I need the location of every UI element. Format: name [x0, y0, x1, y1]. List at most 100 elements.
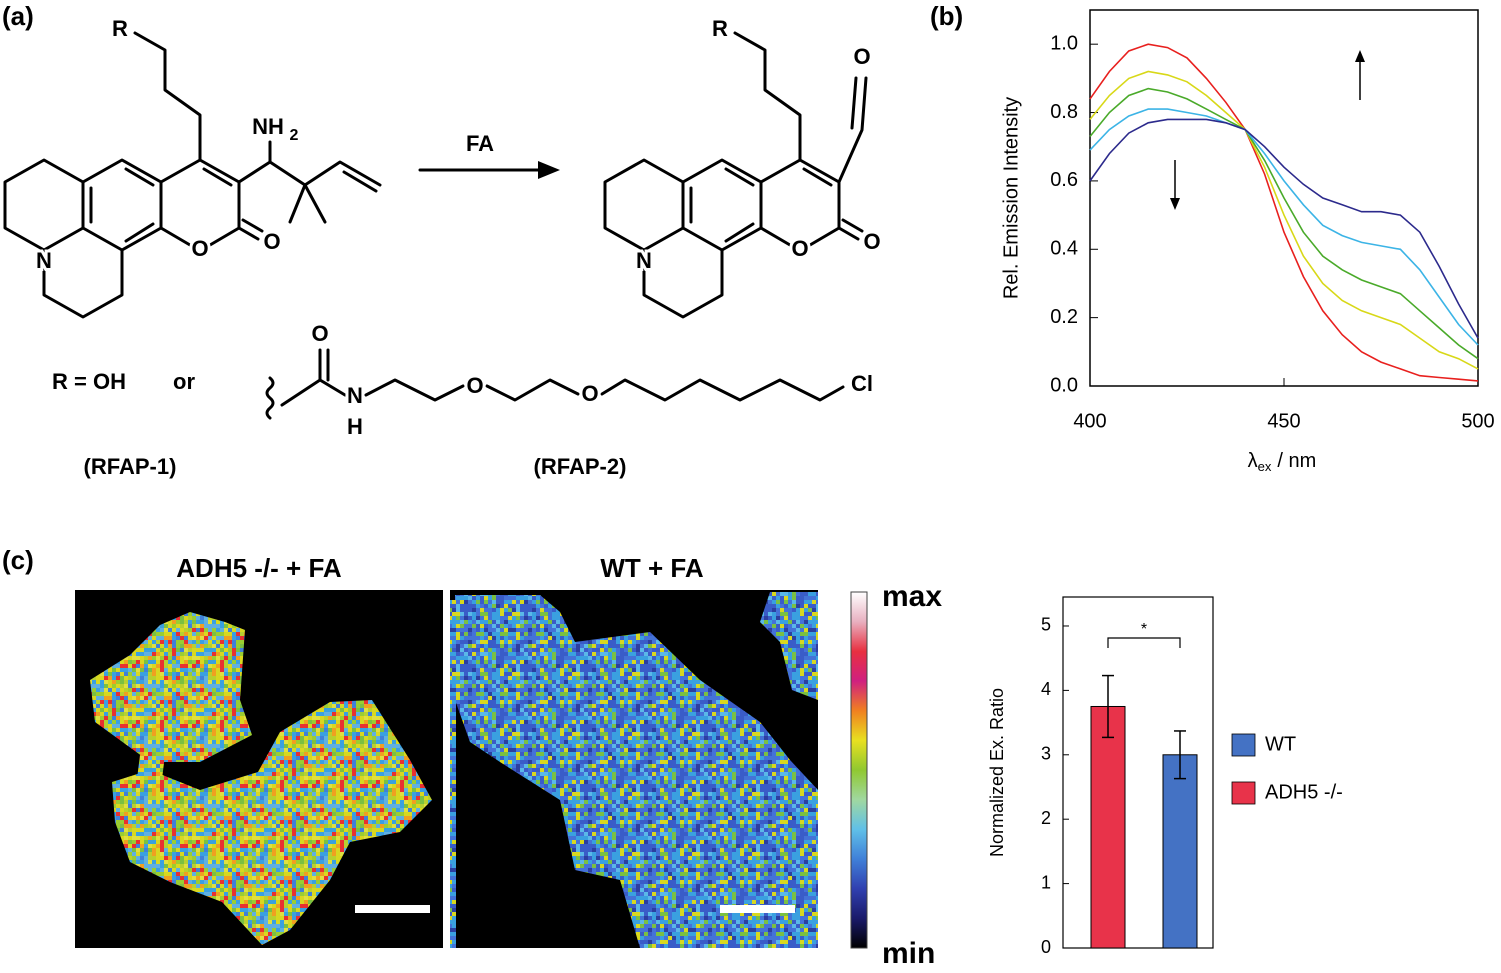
x-tick-label: 450 [1267, 410, 1300, 432]
probe-name: (RFAP-1) [84, 454, 177, 479]
bond [850, 76, 858, 130]
atom-label: O [311, 321, 328, 346]
bond [837, 226, 860, 241]
bond [159, 158, 241, 247]
conjunction: or [173, 369, 195, 394]
x-axis-label-part: ex [1258, 459, 1272, 474]
line-series [1089, 43, 1479, 382]
y-tick-label: 0.8 [1050, 101, 1078, 123]
colorbar [850, 591, 868, 949]
panel-label: (b) [930, 1, 963, 31]
x-axis-label: λex / nm [1248, 450, 1317, 474]
panel-label: (a) [2, 1, 34, 31]
y-tick-label: 1 [1041, 872, 1051, 892]
legend-swatch [1231, 781, 1256, 805]
atom-label: N [36, 248, 52, 273]
bond [303, 160, 382, 187]
bond [237, 226, 260, 241]
atom-label: NH [252, 114, 284, 139]
bond [837, 76, 868, 184]
line-series [1089, 70, 1479, 370]
bar [1162, 754, 1198, 949]
cell [455, 595, 818, 948]
atom-label: Cl [851, 371, 873, 396]
x-axis-label-part: λ [1248, 450, 1258, 472]
bond [364, 378, 465, 402]
y-tick-label: 5 [1041, 615, 1051, 635]
bond [124, 167, 155, 187]
micrographs: ADH5 -/- + FA WT + FA max min [75, 553, 942, 970]
bond [159, 226, 192, 247]
y-axis-label: Normalized Ex. Ratio [987, 688, 1007, 857]
plot-frame [1062, 596, 1214, 949]
probe-name: (RFAP-2) [534, 454, 627, 479]
atom-label: R [112, 16, 128, 41]
scale-bar [720, 905, 795, 913]
colorbar-max: max [882, 580, 942, 613]
atom-label: O [863, 229, 880, 254]
y-axis-label: Rel. Emission Intensity [1000, 97, 1022, 299]
bond [303, 183, 327, 224]
bond [124, 222, 155, 243]
bar [1090, 705, 1126, 949]
significance-label: * [1141, 621, 1147, 638]
image-title: ADH5 -/- + FA [176, 553, 342, 583]
wavy-bond [265, 376, 275, 420]
bond [841, 218, 864, 233]
atom-label: N [636, 248, 652, 273]
y-tick-label: 0.2 [1050, 306, 1078, 328]
bond [642, 248, 724, 319]
y-tick-label: 0.6 [1050, 169, 1078, 191]
x-tick-label: 500 [1461, 410, 1494, 432]
bond [724, 167, 755, 187]
bond [681, 158, 763, 252]
atom-label: N [347, 383, 363, 408]
bond [42, 248, 124, 319]
panel-label: (c) [2, 545, 34, 575]
trend-arrow-head [1170, 198, 1180, 210]
legend-swatch [1231, 733, 1256, 757]
colorbar-min: min [882, 937, 935, 970]
bond [133, 31, 202, 162]
y-tick-label: 1.0 [1050, 32, 1078, 54]
x-tick-label: 400 [1073, 410, 1106, 432]
bond [485, 378, 580, 402]
bond [600, 378, 845, 402]
bond [724, 222, 755, 243]
line-series [1089, 108, 1479, 346]
bond [237, 140, 272, 184]
y-tick-label: 2 [1041, 808, 1051, 828]
image-title: WT + FA [600, 553, 704, 583]
atom-label: O [466, 373, 483, 398]
atom-label: O [853, 44, 870, 69]
bond [81, 158, 163, 252]
bond [603, 158, 685, 252]
y-tick-label: 0.0 [1050, 374, 1078, 396]
bond [280, 378, 347, 407]
significance-bracket [1107, 637, 1181, 648]
bond [342, 170, 378, 193]
cell [450, 600, 456, 948]
y-tick-label: 3 [1041, 744, 1051, 764]
error-bar [1102, 674, 1114, 739]
legend-label: WT [1265, 733, 1296, 755]
atom-label: H [347, 414, 363, 439]
atom-label: O [191, 236, 208, 261]
y-tick-label: 4 [1041, 679, 1051, 699]
atom-label: 2 [290, 127, 299, 144]
bond [3, 158, 85, 252]
arrow-head [538, 161, 560, 179]
line-series [1089, 118, 1479, 339]
bond [759, 158, 841, 247]
r-definition: R = OH [52, 369, 126, 394]
atom-label: O [581, 381, 598, 406]
y-tick-label: 0 [1041, 937, 1051, 957]
x-axis-label-part: / nm [1277, 450, 1316, 472]
atom-label: O [263, 229, 280, 254]
bond [802, 167, 833, 187]
reaction-scheme: FA R = OH or (RFAP-1) (RFAP-2) RNH 2O ONRO… [3, 13, 884, 482]
bond [202, 167, 233, 187]
bond [241, 218, 264, 233]
line-series [1089, 87, 1479, 360]
